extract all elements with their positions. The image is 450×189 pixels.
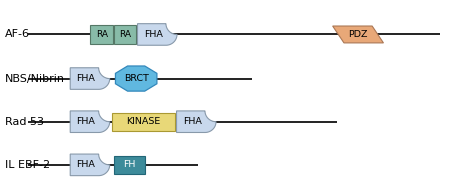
Text: BRCT: BRCT	[124, 74, 148, 83]
Text: FHA: FHA	[76, 160, 95, 169]
Text: FH: FH	[123, 160, 135, 169]
Text: PDZ: PDZ	[348, 30, 368, 39]
Text: AF-6: AF-6	[5, 29, 30, 40]
Text: FHA: FHA	[76, 117, 95, 126]
Text: FHA: FHA	[144, 30, 163, 39]
Polygon shape	[70, 68, 110, 89]
Polygon shape	[70, 111, 110, 132]
Polygon shape	[70, 154, 110, 176]
FancyBboxPatch shape	[114, 25, 136, 44]
Polygon shape	[116, 66, 157, 91]
Text: KINASE: KINASE	[126, 117, 161, 126]
Text: FHA: FHA	[183, 117, 202, 126]
Text: IL EBF-2: IL EBF-2	[5, 160, 50, 170]
Polygon shape	[176, 111, 216, 132]
FancyBboxPatch shape	[90, 25, 113, 44]
Text: NBS/Nibrin: NBS/Nibrin	[5, 74, 65, 84]
Text: Rad 53: Rad 53	[5, 117, 44, 127]
Text: RA: RA	[119, 30, 131, 39]
Polygon shape	[333, 26, 383, 43]
FancyBboxPatch shape	[114, 156, 145, 174]
Text: FHA: FHA	[76, 74, 95, 83]
FancyBboxPatch shape	[112, 113, 175, 131]
Polygon shape	[138, 24, 177, 45]
Text: RA: RA	[96, 30, 108, 39]
